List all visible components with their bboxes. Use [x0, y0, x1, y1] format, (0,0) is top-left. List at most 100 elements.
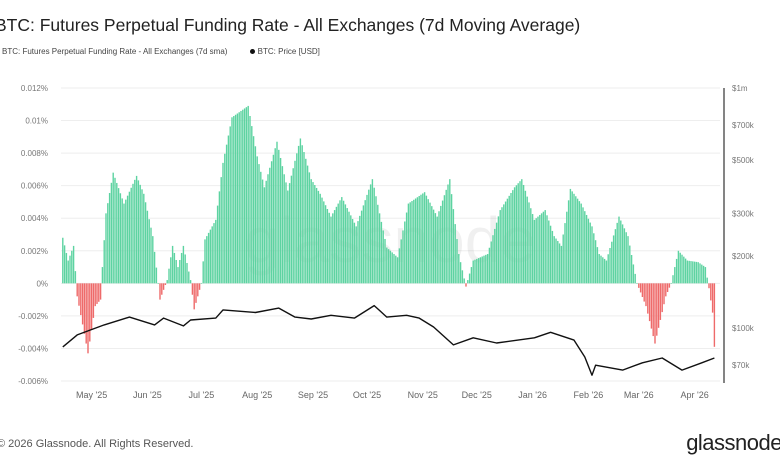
funding-bar [485, 254, 487, 284]
funding-bar [445, 189, 447, 284]
funding-bar [567, 200, 570, 284]
funding-bar [515, 185, 518, 284]
funding-bar [609, 247, 611, 284]
x-tick-label: Nov '25 [408, 390, 438, 400]
funding-bar [339, 200, 341, 284]
funding-bar [436, 216, 438, 284]
funding-bar [324, 205, 327, 284]
funding-bar [666, 283, 669, 293]
funding-bar [69, 255, 71, 284]
funding-bar [593, 233, 595, 284]
funding-bar [249, 115, 251, 284]
funding-bar [611, 241, 613, 284]
funding-bar [296, 153, 298, 284]
funding-bar [308, 172, 311, 284]
funding-bar [564, 223, 566, 284]
legend: BTC: Futures Perpetual Funding Rate - Al… [2, 47, 340, 56]
funding-bar [146, 210, 149, 284]
funding-bar [711, 283, 714, 313]
funding-bar [216, 205, 219, 284]
funding-bar [222, 162, 224, 284]
funding-bar [132, 183, 134, 284]
funding-bar [260, 171, 262, 284]
funding-bar [625, 232, 627, 284]
funding-bar [656, 283, 658, 336]
funding-bar [499, 210, 501, 284]
x-tick-label: Aug '25 [242, 390, 272, 400]
funding-bar [141, 189, 143, 284]
funding-bar [335, 206, 338, 284]
funding-bar [225, 144, 228, 284]
y-left-tick-label: 0.006% [21, 182, 48, 191]
funding-bar [713, 283, 716, 347]
funding-bar [524, 190, 527, 284]
funding-bar [366, 194, 368, 284]
funding-bar [648, 283, 651, 322]
x-tick-label: Mar '26 [624, 390, 654, 400]
funding-bar [202, 261, 204, 284]
funding-bar [184, 254, 186, 284]
y-right-tick-label: $700k [732, 121, 755, 130]
funding-bar [323, 201, 325, 284]
funding-bar [164, 283, 167, 285]
funding-bar [555, 238, 557, 284]
funding-bar [632, 264, 635, 284]
funding-bar [72, 245, 75, 284]
funding-bar [510, 192, 512, 284]
funding-bar [299, 138, 302, 284]
y-right-tick-label: $70k [732, 361, 750, 370]
funding-bar [99, 283, 102, 300]
funding-bar [236, 113, 239, 284]
funding-bar [134, 179, 136, 284]
funding-bar [488, 247, 491, 284]
funding-bar [168, 268, 170, 284]
funding-bar [663, 283, 665, 305]
funding-bar [317, 190, 320, 284]
funding-bar [582, 207, 584, 284]
funding-bar [272, 154, 275, 284]
copyright: © 2026 Glassnode. All Rights Reserved. [0, 438, 194, 450]
funding-bar [371, 179, 374, 284]
funding-bar [634, 273, 636, 284]
funding-bar [180, 252, 183, 284]
funding-bar [476, 258, 478, 284]
legend-funding-rate[interactable]: BTC: Futures Perpetual Funding Rate - Al… [2, 47, 237, 56]
legend-price[interactable]: BTC: Price [USD] [249, 47, 330, 56]
funding-bar [155, 267, 158, 284]
funding-bar [404, 221, 406, 284]
funding-bar [544, 210, 546, 284]
funding-bar [672, 275, 674, 284]
funding-bar [650, 283, 653, 329]
funding-bar [630, 255, 633, 284]
funding-bar [348, 211, 350, 284]
funding-bar [418, 195, 420, 284]
funding-bar [303, 152, 305, 284]
funding-bar [472, 260, 474, 284]
funding-bar [123, 203, 125, 284]
funding-bar [191, 283, 194, 295]
funding-bar [87, 283, 89, 354]
x-tick-label: Oct '25 [353, 390, 381, 400]
funding-bar [315, 187, 318, 284]
funding-bar [144, 202, 147, 284]
funding-bar [706, 277, 708, 284]
funding-bar [261, 179, 264, 284]
funding-bar [243, 108, 246, 284]
funding-bar [314, 185, 316, 284]
x-tick-label: Sep '25 [298, 390, 328, 400]
funding-bar [139, 184, 141, 284]
funding-bar [566, 211, 568, 284]
funding-bar [596, 247, 599, 284]
funding-bar [641, 283, 644, 298]
funding-bar [279, 157, 282, 284]
funding-bar [242, 109, 244, 284]
funding-bar [301, 145, 303, 284]
funding-bar [443, 195, 446, 284]
funding-bar [589, 222, 591, 284]
funding-bar [602, 257, 604, 284]
funding-bar [629, 245, 631, 284]
funding-bar [233, 116, 235, 284]
funding-bar [504, 201, 507, 284]
x-tick-label: Feb '26 [574, 390, 604, 400]
funding-bar [128, 191, 131, 284]
